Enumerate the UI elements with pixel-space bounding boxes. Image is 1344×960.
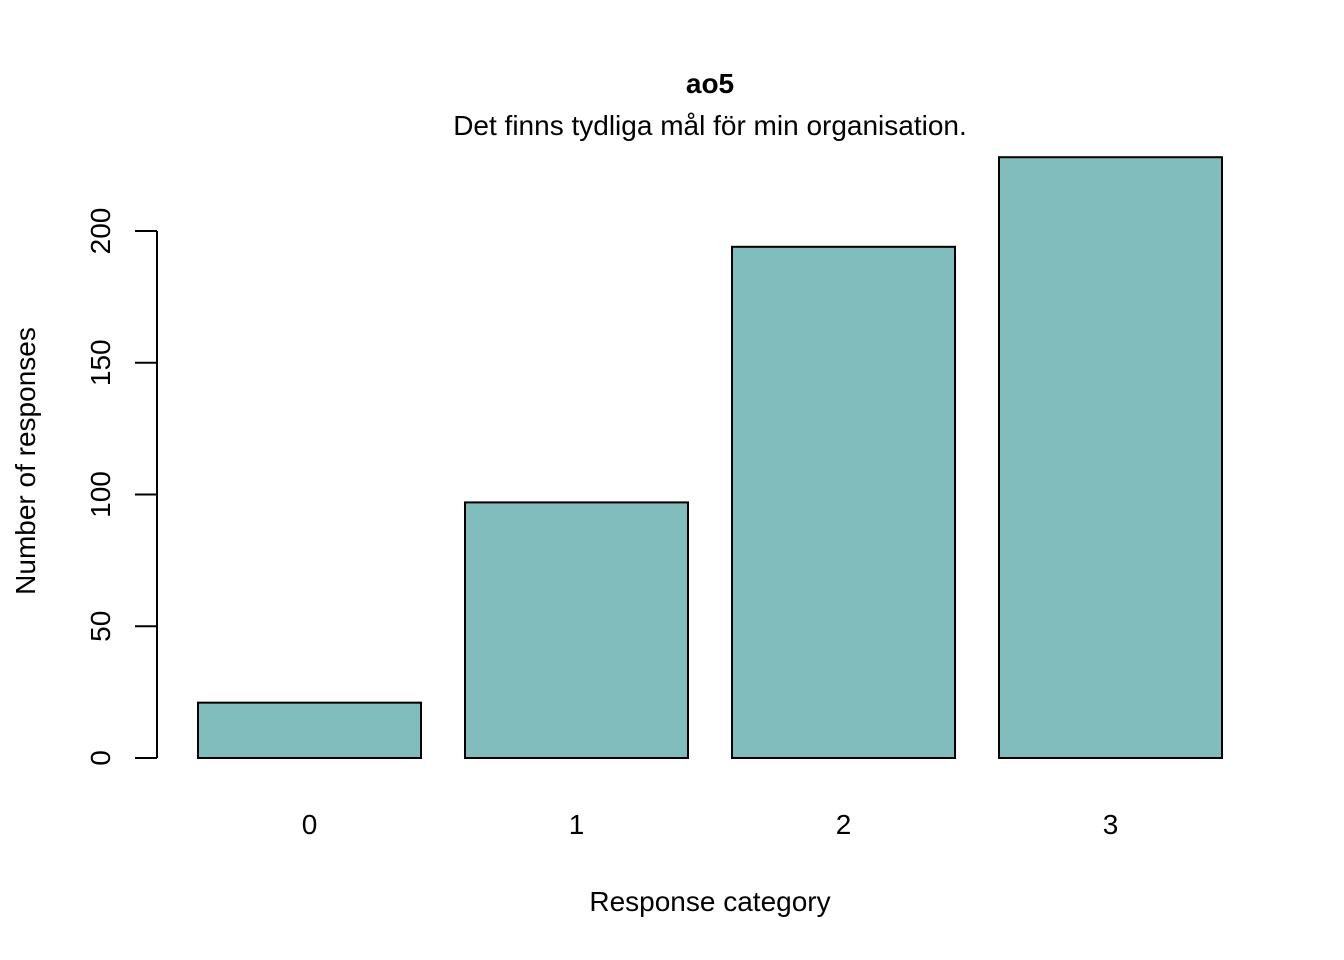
bar-3 bbox=[998, 156, 1223, 760]
bars-group bbox=[197, 156, 1223, 760]
x-tick-label: 1 bbox=[569, 809, 585, 840]
chart-subtitle: Det finns tydliga mål för min organisati… bbox=[453, 110, 967, 141]
bar-0 bbox=[197, 701, 422, 759]
bar-1 bbox=[464, 501, 689, 759]
y-tick-label: 50 bbox=[85, 611, 116, 642]
chart-title: ao5 bbox=[686, 68, 734, 99]
y-tick-label: 100 bbox=[85, 471, 116, 518]
x-tick-label: 2 bbox=[836, 809, 852, 840]
x-tick-label: 3 bbox=[1103, 809, 1119, 840]
x-axis-label: Response category bbox=[589, 886, 830, 917]
y-axis: 0 50 100 150 200 bbox=[85, 208, 158, 766]
bar-2 bbox=[731, 245, 956, 759]
x-axis-tick-labels: 0 1 2 3 bbox=[302, 809, 1119, 840]
y-tick-label: 150 bbox=[85, 339, 116, 386]
x-tick-label: 0 bbox=[302, 809, 318, 840]
y-tick-label: 200 bbox=[85, 208, 116, 255]
y-axis-label: Number of responses bbox=[10, 327, 41, 595]
y-tick-label: 0 bbox=[85, 750, 116, 766]
